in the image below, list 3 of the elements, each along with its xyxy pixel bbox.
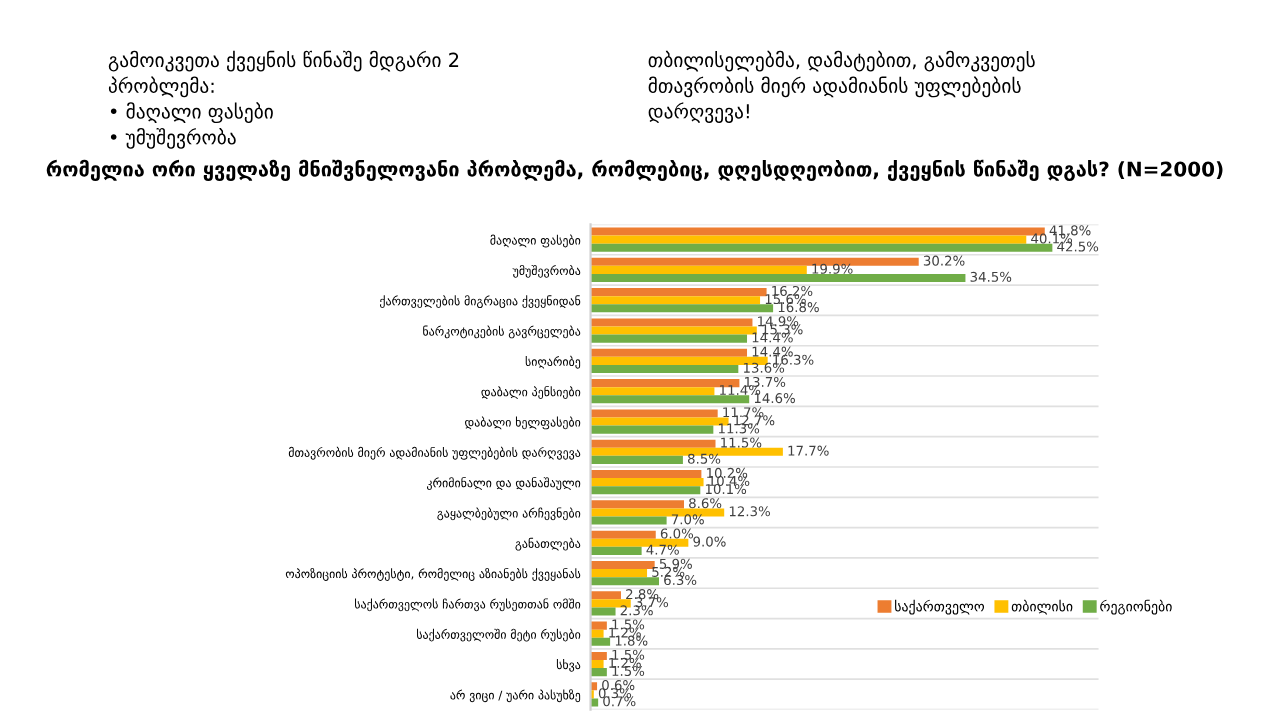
text: გამოიკვეთა ქვეყნის წინაშე მდგარი 2 პრობლემა: • მაღალი ფასები • უმუშევრობა bbox=[108, 50, 459, 149]
chart-title: რომელია ორი ყველაზე მნიშვნელოვანი პრობლემა, რომლებიც, დღესდღეობით, ქვეყნის წინაშე დგას? (N=2000) bbox=[46, 159, 1223, 181]
text: თბილისელებმა, დამატებით, გამოკვეთეს მთავრობის მიერ ადამიანის უფლებების დარღვევა! bbox=[648, 50, 1035, 123]
